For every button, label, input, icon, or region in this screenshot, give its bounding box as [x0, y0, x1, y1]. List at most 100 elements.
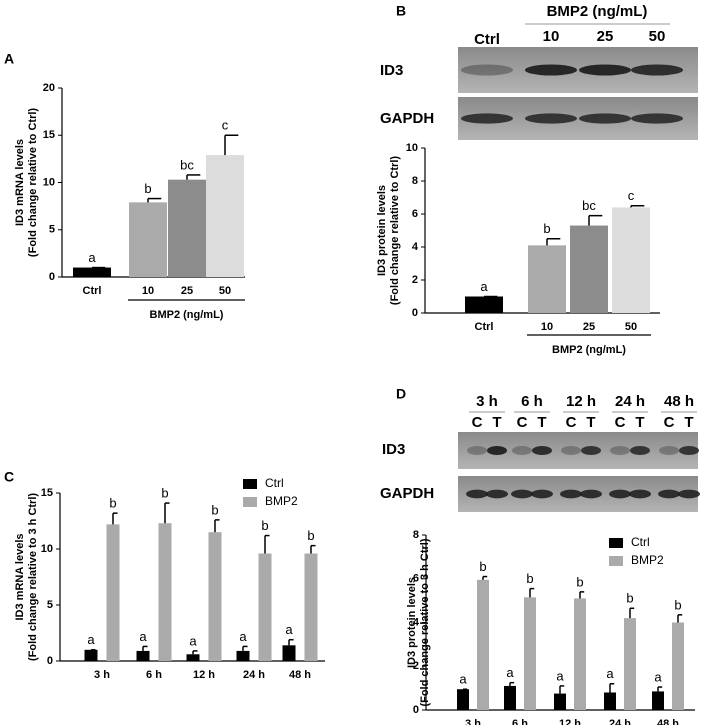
legend-swatch [609, 538, 623, 548]
y-tick-label: 15 [43, 129, 55, 141]
significance-label: a [285, 622, 293, 637]
blot-band [461, 64, 513, 76]
significance-label: b [479, 559, 486, 574]
y-axis-label: ID3 mRNA levels [14, 139, 26, 226]
legend-label: BMP2 [265, 494, 298, 508]
y-axis-label: ID3 protein levels [376, 185, 388, 276]
significance-label: b [626, 591, 633, 606]
bar [236, 650, 250, 661]
bar [652, 691, 664, 710]
significance-label: b [211, 502, 218, 517]
blot-band [610, 446, 630, 455]
significance-label: a [88, 250, 96, 265]
lane-label: 10 [543, 28, 560, 45]
bar [158, 523, 172, 661]
significance-label: b [526, 571, 533, 586]
lane-label: T [586, 414, 595, 431]
blot-band [467, 446, 487, 455]
x-tick-label: 25 [181, 285, 193, 297]
bar [554, 693, 566, 710]
y-axis-label: (Fold change relative to Ctrl) [27, 108, 39, 257]
blot-band [531, 489, 553, 499]
lane-label: C [664, 414, 675, 431]
blot-band [609, 489, 631, 499]
bar [186, 654, 200, 661]
significance-label: a [606, 666, 614, 681]
x-tick-label: 3 h [94, 669, 110, 681]
bar [304, 553, 318, 661]
significance-label: a [87, 632, 95, 647]
y-tick-label: 2 [412, 274, 418, 286]
blot-band [560, 489, 582, 499]
blot-band [678, 489, 700, 499]
blot-row-label: GAPDH [380, 110, 434, 127]
bar [574, 598, 586, 710]
bar [106, 524, 120, 661]
panel-label: D [396, 386, 406, 402]
bar [524, 597, 536, 710]
x-tick-label: 10 [142, 285, 154, 297]
significance-label: b [307, 528, 314, 543]
time-label: 12 h [566, 393, 596, 410]
bar [73, 267, 111, 277]
blot-band [679, 446, 699, 455]
blot-band [629, 489, 651, 499]
x-tick-label: Ctrl [475, 321, 494, 333]
significance-label: b [261, 518, 268, 533]
significance-label: a [506, 665, 514, 680]
y-axis-label: (Fold change relative to Ctrl) [389, 156, 401, 305]
lane-label: T [492, 414, 501, 431]
bar [136, 650, 150, 661]
bar [477, 579, 489, 710]
blot-band [658, 489, 680, 499]
time-label: 24 h [615, 393, 645, 410]
significance-label: a [189, 633, 197, 648]
legend-swatch [243, 479, 257, 489]
blot-row-label: ID3 [380, 62, 403, 79]
significance-label: a [654, 669, 662, 684]
x-tick-label: 6 h [512, 718, 528, 725]
blot-band [659, 446, 679, 455]
legend-swatch [609, 556, 623, 566]
bar [457, 689, 469, 710]
y-tick-label: 0 [412, 307, 418, 319]
time-label: 3 h [476, 393, 498, 410]
significance-label: bc [582, 198, 596, 213]
blot-band [579, 113, 631, 124]
x-tick-label: 25 [583, 321, 595, 333]
significance-label: c [628, 188, 635, 203]
panel-label: A [4, 51, 14, 67]
significance-label: a [480, 279, 488, 294]
bar [604, 692, 616, 710]
lane-label: C [517, 414, 528, 431]
y-tick-label: 0 [47, 655, 53, 667]
legend-label: Ctrl [265, 476, 284, 490]
y-tick-label: 2 [413, 660, 419, 672]
significance-label: b [109, 496, 116, 511]
y-axis-label: (Fold change relative to 3 h Ctrl) [27, 493, 39, 661]
legend-label: Ctrl [631, 535, 650, 549]
bar [84, 649, 98, 661]
x-tick-label: 12 h [193, 669, 215, 681]
significance-label: b [674, 597, 681, 612]
y-tick-label: 5 [47, 599, 53, 611]
lane-label: C [566, 414, 577, 431]
blot-row-label: GAPDH [380, 485, 434, 502]
x-tick-label: 48 h [657, 718, 679, 725]
blot-band [532, 446, 552, 455]
lane-label: T [635, 414, 644, 431]
lane-label: C [615, 414, 626, 431]
blot-band [486, 489, 508, 499]
y-tick-label: 10 [43, 176, 55, 188]
significance-label: a [556, 668, 564, 683]
significance-label: b [144, 181, 151, 196]
bar [612, 207, 650, 313]
panel-label: B [396, 3, 406, 19]
y-tick-label: 4 [413, 616, 420, 628]
bar [465, 296, 503, 313]
y-tick-label: 6 [412, 208, 418, 220]
x-tick-label: Ctrl [83, 285, 102, 297]
blot-band [487, 446, 507, 455]
significance-label: bc [180, 157, 194, 172]
